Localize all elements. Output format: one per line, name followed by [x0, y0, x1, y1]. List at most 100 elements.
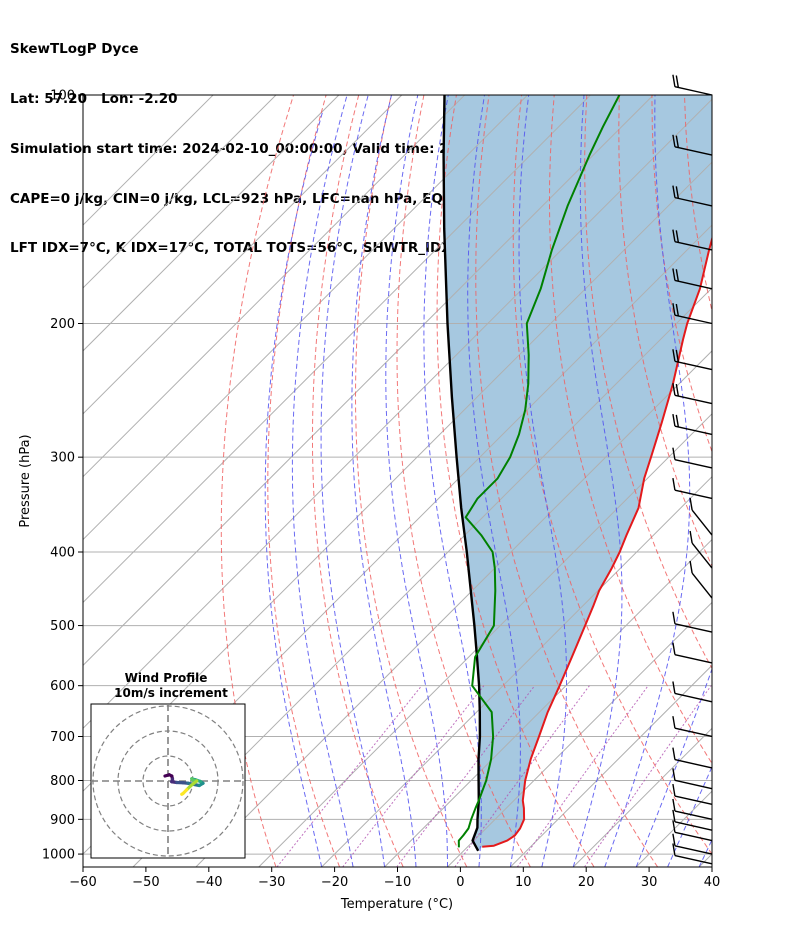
wind-barb [672, 268, 713, 290]
x-tick-label: 40 [704, 875, 721, 890]
x-tick-label: 0 [456, 875, 464, 890]
isotherm-line [384, 538, 712, 867]
x-tick-label: 10 [515, 875, 532, 890]
wind-barb [672, 747, 713, 769]
dry-adiabat [396, 95, 531, 867]
wind-barb [672, 414, 713, 436]
y-tick-label: 600 [50, 679, 75, 694]
wind-barb [672, 642, 713, 664]
dry-adiabat [220, 95, 294, 867]
y-tick-label: 800 [50, 774, 75, 789]
wind-barb [672, 383, 713, 405]
wind-barb [672, 74, 713, 96]
dry-adiabat [548, 95, 712, 765]
y-tick-label: 700 [50, 730, 75, 745]
wind-barb [689, 497, 713, 536]
wind-barb [672, 681, 713, 703]
cape-cin-shading [443, 95, 712, 851]
moist-adiabat [467, 95, 521, 867]
x-axis-label: Temperature (°C) [340, 897, 453, 912]
moist-adiabat [667, 765, 712, 867]
x-tick-label: 30 [641, 875, 658, 890]
x-tick-label: −40 [195, 875, 222, 890]
isotherm-line [321, 475, 712, 867]
dry-adiabat [717, 95, 794, 867]
wind-barb [672, 809, 713, 831]
wind-barb [672, 303, 713, 325]
isotherm-line [572, 727, 712, 867]
wind-barb [672, 783, 713, 806]
dry-adiabat [584, 95, 712, 670]
mixing-ratio-line [396, 685, 536, 867]
wind-barb [672, 716, 713, 738]
isotherm-line [83, 95, 277, 289]
isotherm-line [83, 95, 591, 604]
hodograph-inset: Wind Profile 10m/s increment [90, 671, 246, 859]
wind-barb [672, 349, 713, 371]
dry-adiabat [436, 95, 595, 867]
dry-adiabat [312, 95, 404, 867]
y-tick-label: 900 [50, 813, 75, 828]
isotherm-line [83, 95, 214, 226]
moist-adiabat [264, 110, 324, 867]
y-tick-label: 1000 [42, 848, 75, 863]
isotherm-line [258, 413, 712, 867]
dry-adiabat [475, 95, 659, 867]
wind-barb [672, 478, 713, 500]
x-tick-label: −60 [69, 875, 96, 890]
wind-barb [689, 530, 713, 569]
y-tick-label: 300 [50, 451, 75, 466]
dry-adiabat [782, 95, 794, 867]
moist-adiabat [635, 667, 712, 867]
isotherm-line [132, 287, 712, 867]
wind-barb [672, 820, 713, 842]
hodograph-title: Wind Profile [125, 671, 208, 685]
mixing-ratio-line [516, 685, 649, 867]
x-tick-label: 20 [578, 875, 595, 890]
dry-adiabat [750, 95, 794, 867]
wind-barb [672, 843, 713, 865]
isotherm-line [698, 853, 712, 867]
x-tick-label: −30 [258, 875, 285, 890]
isotherm-line [447, 601, 712, 867]
y-tick-label: 100 [50, 89, 75, 104]
x-tick-label: −10 [384, 875, 411, 890]
isotherm-line [762, 95, 794, 867]
isotherm-line [83, 95, 466, 478]
wind-barb [672, 611, 713, 633]
x-tick-label: −50 [132, 875, 159, 890]
moist-adiabat [572, 95, 623, 867]
isotherm-line [83, 98, 712, 729]
mixing-ratio-line [276, 685, 423, 867]
moist-adiabat [351, 95, 417, 867]
mixing-ratio-line [584, 685, 712, 867]
temperature-line [482, 235, 712, 848]
wind-barb [672, 798, 713, 821]
y-tick-label: 400 [50, 546, 75, 561]
y-tick-label: 200 [50, 317, 75, 332]
mixing-ratio-line [342, 685, 485, 867]
wind-barb [672, 185, 713, 207]
moist-adiabat [320, 95, 386, 867]
hodograph-subtitle: 10m/s increment [114, 686, 228, 700]
wind-barb [672, 768, 713, 790]
moist-adiabat [604, 95, 691, 867]
wind-barb [672, 134, 713, 156]
x-tick-label: −20 [321, 875, 348, 890]
moist-adiabat [291, 95, 354, 867]
hodograph-segment [180, 791, 185, 796]
y-axis-label: Pressure (hPa) [18, 434, 33, 527]
station-title: SkewTLogP Dyce [10, 41, 139, 58]
wind-barb [689, 560, 713, 599]
dry-adiabat [354, 95, 468, 867]
dewpoint-line [457, 95, 621, 848]
moist-adiabat [385, 95, 448, 867]
wind-barb [672, 447, 713, 469]
parcel-profile-line [442, 95, 482, 852]
y-tick-label: 500 [50, 619, 75, 634]
wind-barb [672, 229, 713, 251]
isotherm-line [510, 664, 712, 867]
dry-adiabat [267, 95, 341, 867]
isotherm-line [83, 95, 528, 541]
